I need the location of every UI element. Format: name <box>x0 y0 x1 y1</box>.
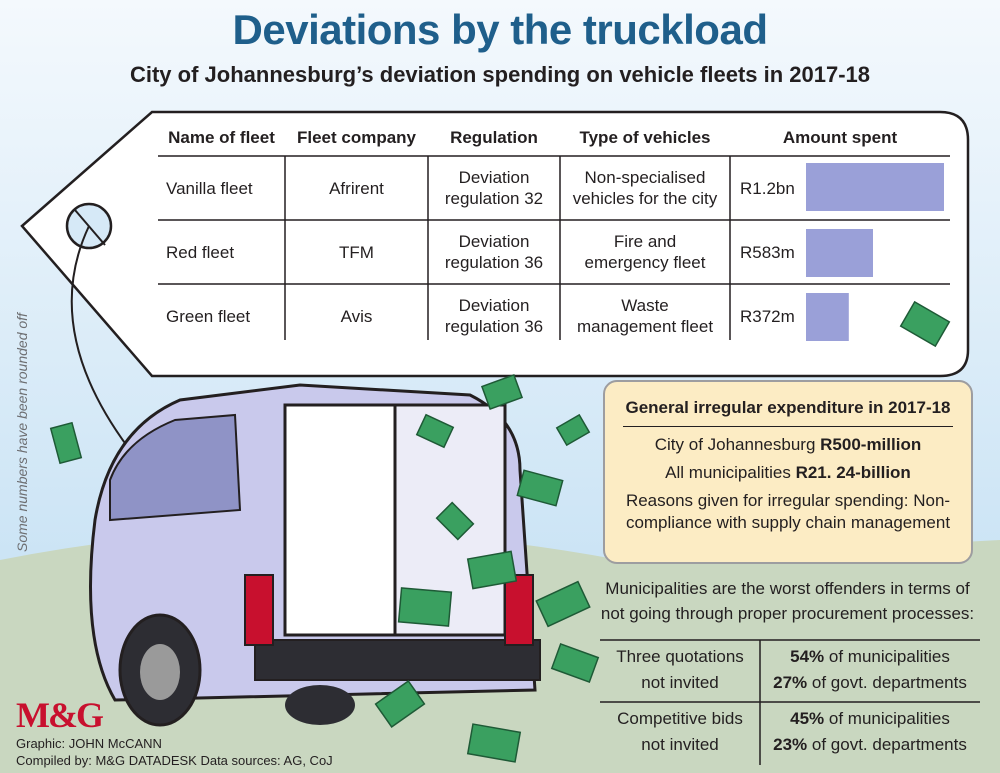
credit-compiled: Compiled by: M&G DATADESK Data sources: … <box>16 753 333 768</box>
quotations-muni-pct: 54% <box>790 647 825 666</box>
row-vanilla-fleet: Vanilla fleet <box>166 178 253 198</box>
page-subtitle: City of Johannesburg’s deviation spendin… <box>129 62 871 87</box>
amount-bar-vanilla-fleet <box>806 163 944 211</box>
bids-label-2: not invited <box>641 735 719 754</box>
all-label: All municipalities <box>665 463 796 482</box>
row-vanilla-regulation: Deviation regulation 32 <box>444 168 544 208</box>
row-vanilla-company: Afrirent <box>329 178 384 198</box>
header-regulation: Regulation <box>450 128 538 147</box>
header-vehicles: Type of vehicles <box>579 128 711 147</box>
mg-logo: M&G <box>16 695 104 735</box>
amount-bar-green-fleet <box>806 293 849 341</box>
header-company: Fleet company <box>296 128 417 147</box>
municipal-row-bids-label: Competitive bids not invited <box>600 706 760 758</box>
municipal-row-quotations-label: Three quotations not invited <box>600 644 760 696</box>
header-amount: Amount spent <box>782 128 898 147</box>
credit-graphic: Graphic: JOHN McCANN <box>16 736 162 751</box>
irregular-divider <box>623 426 953 427</box>
amount-bar-red-fleet <box>806 229 873 277</box>
row-vanilla-amount: R1.2bn <box>740 178 795 198</box>
all-value: R21. 24-billion <box>795 463 911 482</box>
quotations-muni-text: of municipalities <box>824 647 950 666</box>
quotations-label-1: Three quotations <box>616 647 744 666</box>
table-grid <box>158 155 950 340</box>
row-green-vehicles: Waste management fleet <box>576 296 714 336</box>
irregular-reasons-2: compliance with supply chain management <box>625 513 951 532</box>
municipal-row-quotations-values: 54% of municipalities 27% of govt. depar… <box>760 644 980 696</box>
row-red-regulation: Deviation regulation 36 <box>444 232 544 272</box>
municipal-intro-line-1: Municipalities are the worst offenders i… <box>605 579 970 598</box>
price-tag <box>20 110 970 378</box>
irregular-coj: City of Johannesburg R500-million <box>605 435 971 455</box>
irregular-reasons-1: Reasons given for irregular spending: No… <box>625 491 951 510</box>
page-title: Deviations by the truckload <box>232 6 768 53</box>
municipal-row-bids-values: 45% of municipalities 23% of govt. depar… <box>760 706 980 758</box>
quotations-label-2: not invited <box>641 673 719 692</box>
municipal-intro: Municipalities are the worst offenders i… <box>595 576 980 626</box>
irregular-all: All municipalities R21. 24-billion <box>605 463 971 483</box>
municipal-grid <box>600 639 980 765</box>
row-red-amount: R583m <box>740 242 795 262</box>
quotations-govt-text: of govt. departments <box>807 673 967 692</box>
municipal-intro-line-2: not going through proper procurement pro… <box>600 604 975 623</box>
bids-label-1: Competitive bids <box>617 709 743 728</box>
row-vanilla-vehicles: Non-specialised vehicles for the city <box>572 168 718 208</box>
row-green-regulation: Deviation regulation 36 <box>444 296 544 336</box>
van-illustration <box>89 383 541 727</box>
row-green-company: Avis <box>340 306 373 326</box>
row-red-company: TFM <box>339 242 374 262</box>
row-red-fleet: Red fleet <box>166 242 235 262</box>
amount-bars <box>806 163 944 341</box>
row-green-amount: R372m <box>740 306 795 326</box>
row-red-vehicles: Fire and emergency fleet <box>584 232 706 272</box>
quotations-govt-pct: 27% <box>773 673 808 692</box>
bids-muni-text: of municipalities <box>824 709 950 728</box>
irregular-expenditure-box: General irregular expenditure in 2017-18… <box>603 380 973 564</box>
bids-muni-pct: 45% <box>790 709 825 728</box>
tag-string-loop <box>74 209 106 246</box>
irregular-heading: General irregular expenditure in 2017-18 <box>625 398 951 417</box>
row-green-fleet: Green fleet <box>166 306 251 326</box>
rounding-note: Some numbers have been rounded off <box>14 313 30 552</box>
header-fleet: Name of fleet <box>168 128 275 147</box>
money-bills <box>49 300 951 763</box>
bids-govt-text: of govt. departments <box>807 735 967 754</box>
coj-value: R500-million <box>820 435 922 454</box>
bids-govt-pct: 23% <box>773 735 808 754</box>
tag-string <box>70 225 131 451</box>
coj-label: City of Johannesburg <box>654 435 821 454</box>
